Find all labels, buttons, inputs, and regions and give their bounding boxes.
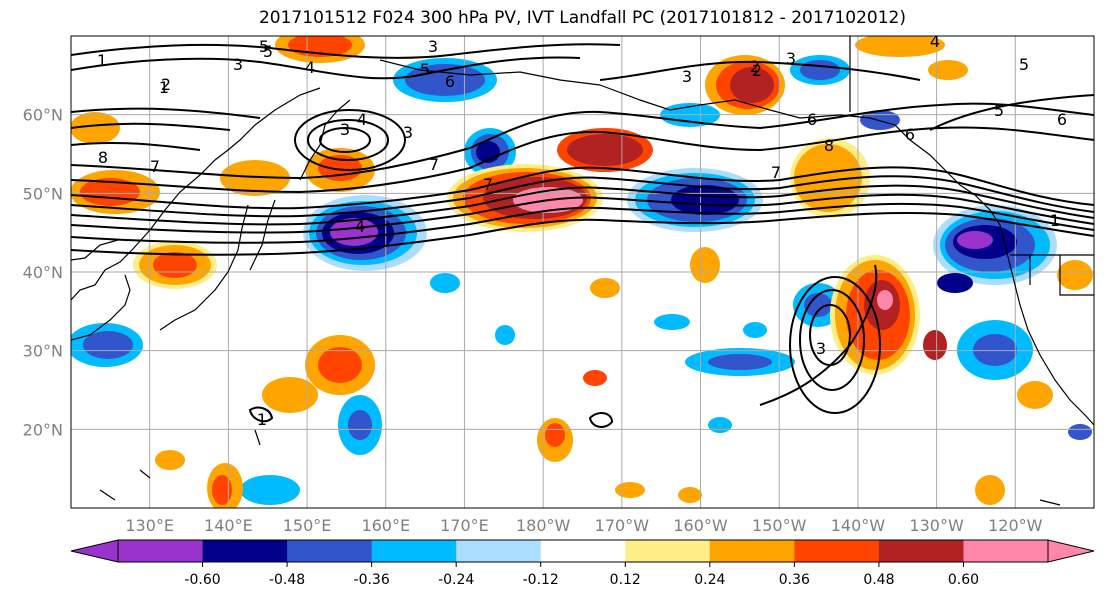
colorbar-tick-label: 0.24: [694, 572, 725, 588]
lon-tick-label: 130°E: [125, 516, 174, 535]
colorbar-segment: [709, 540, 795, 562]
lon-tick-label: 170°E: [440, 516, 489, 535]
colorbar-tick-label: 0.48: [863, 572, 894, 588]
lat-tick-label: 60°N: [23, 106, 63, 125]
colorbar-extend-right: [1047, 539, 1095, 563]
colorbar-tick-label: 0.12: [610, 572, 641, 588]
positive-anomaly-gulf-alaska-north: [705, 55, 785, 115]
contour-label: 1: [257, 410, 267, 429]
contour-label: 3: [233, 55, 243, 74]
lon-tick-label: 170°W: [595, 516, 650, 535]
colorbar-frame: [117, 539, 1049, 563]
colorbar-segment: [456, 540, 542, 562]
colorbar-tick-label: -0.24: [438, 572, 474, 588]
colorbar-segment: [540, 540, 626, 562]
lon-tick-label: 180°W: [516, 516, 571, 535]
lon-tick-label: 130°W: [909, 516, 964, 535]
colorbar-segment: [625, 540, 711, 562]
colorbar-tick-label: 0.60: [948, 572, 979, 588]
contour-label: 4: [357, 110, 367, 129]
positive-anomaly-subtropics: [155, 36, 1093, 508]
contour-label: 6: [905, 125, 915, 144]
colorbar-tick-label: -0.48: [269, 572, 305, 588]
negative-anomaly-pacific-nw: [933, 205, 1057, 293]
colorbar-segment: [371, 540, 457, 562]
contour-label: 2: [752, 61, 762, 80]
contour-label: 3: [816, 339, 826, 358]
contour-label: 6: [807, 110, 817, 129]
contour-label: 3: [682, 67, 692, 86]
contour-label: 7: [429, 155, 439, 174]
contour-label: 4: [355, 217, 365, 236]
contour-label: 6: [445, 72, 455, 91]
contour-label: 4: [305, 58, 315, 77]
colorbar-segment: [202, 540, 288, 562]
colorbar: -0.60 -0.48 -0.36 -0.24 -0.12 0.12 0.24 0.36 0.4…: [70, 539, 1095, 588]
positive-anomaly-central-pacific: [447, 128, 653, 232]
colorbar-tick-label: -0.12: [523, 572, 559, 588]
lon-tick-label: 120°W: [988, 516, 1043, 535]
lon-tick-label: 160°W: [673, 516, 728, 535]
colorbar-tick-label: -0.60: [184, 572, 220, 588]
map-frame: [70, 35, 1095, 509]
lat-tick-label: 20°N: [23, 420, 63, 439]
contour-label: 5: [1019, 55, 1029, 74]
colorbar-segment: [794, 540, 880, 562]
lon-tick-label: 150°E: [283, 516, 332, 535]
contour-label: 8: [98, 148, 108, 167]
colorbar-tick-label: -0.36: [354, 572, 390, 588]
lon-tick-label: 140°E: [204, 516, 253, 535]
lat-tick-label: 30°N: [23, 342, 63, 361]
contour-label: 3: [428, 37, 438, 56]
contour-labels: 153543312332566564378764787251341: [97, 32, 1067, 429]
contour-label: 5: [259, 37, 269, 56]
contour-label: 3: [786, 49, 796, 68]
coastlines: [71, 36, 1094, 506]
contour-label: 5: [420, 60, 430, 79]
contour-label: 8: [824, 136, 834, 155]
lon-tick-label: 140°W: [831, 516, 886, 535]
contour-label: 3: [403, 123, 413, 142]
colorbar-segment: [963, 540, 1049, 562]
plot-title: 2017101512 F024 300 hPa PV, IVT Landfall…: [258, 8, 906, 28]
lon-tick-label: 150°W: [752, 516, 807, 535]
contour-lines: [71, 43, 1094, 428]
colorbar-segment: [118, 540, 204, 562]
negative-anomaly-north: [393, 55, 900, 130]
contour-label: 5: [263, 42, 273, 61]
colorbar-segment: [287, 540, 373, 562]
lat-tick-label: 50°N: [23, 184, 63, 203]
longitude-labels: 130°E 140°E 150°E 160°E 170°E 180°W 170°W 160°W…: [125, 516, 1042, 535]
contour-label: 7: [483, 175, 493, 194]
colorbar-segment: [878, 540, 964, 562]
contour-label: 1: [1050, 211, 1060, 230]
contour-label: 2: [750, 57, 760, 76]
lon-tick-label: 160°E: [361, 516, 410, 535]
contour-label: 7: [150, 157, 160, 176]
colorbar-extend-left: [70, 539, 119, 563]
contour-label: 7: [771, 163, 781, 182]
negative-anomaly-subtropics: [71, 273, 1092, 505]
map-content: 153543312332566564378764787251341: [71, 32, 1094, 508]
contour-label: 2: [161, 75, 171, 94]
contour-label: 5: [994, 101, 1004, 120]
contour-label: 1: [97, 51, 107, 70]
contour-label: 3: [340, 120, 350, 139]
colorbar-tick-label: 0.36: [779, 572, 810, 588]
contour-label: 6: [1057, 110, 1067, 129]
latitude-labels: 20°N 30°N 40°N 50°N 60°N: [23, 106, 63, 440]
contour-label: 4: [930, 32, 940, 51]
contour-label: 1: [159, 78, 169, 97]
lat-tick-label: 40°N: [23, 263, 63, 282]
